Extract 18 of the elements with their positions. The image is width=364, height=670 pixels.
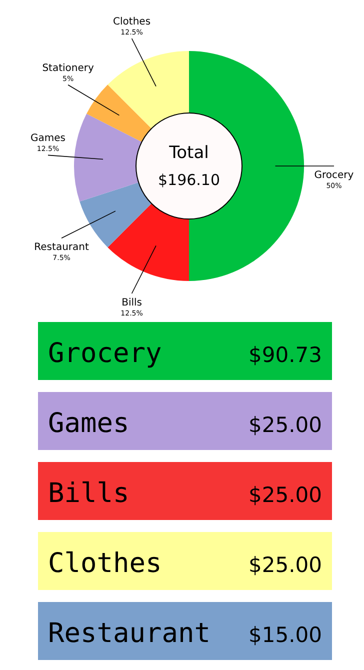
- slice-label: Restaurant: [34, 242, 89, 254]
- slice-label: Grocery: [314, 170, 354, 181]
- text: $90.73: [248, 343, 322, 367]
- category-label: Grocery: [48, 338, 162, 369]
- category-label: Games: [48, 408, 130, 439]
- slice-label: Bills: [122, 297, 142, 308]
- text: $25.00: [248, 483, 322, 507]
- slice-label: Clothes: [113, 16, 151, 28]
- text: $15.00: [248, 623, 322, 647]
- category-label: Clothes: [48, 548, 162, 579]
- slice-label: Stationery: [42, 62, 94, 74]
- slice-label: Games: [30, 133, 66, 144]
- category-label: Bills: [48, 478, 130, 509]
- text: $196.10: [158, 171, 220, 189]
- category-label: Restaurant: [48, 618, 211, 649]
- text: Total: [168, 143, 209, 163]
- text: $25.00: [248, 553, 322, 577]
- text: $25.00: [248, 413, 322, 437]
